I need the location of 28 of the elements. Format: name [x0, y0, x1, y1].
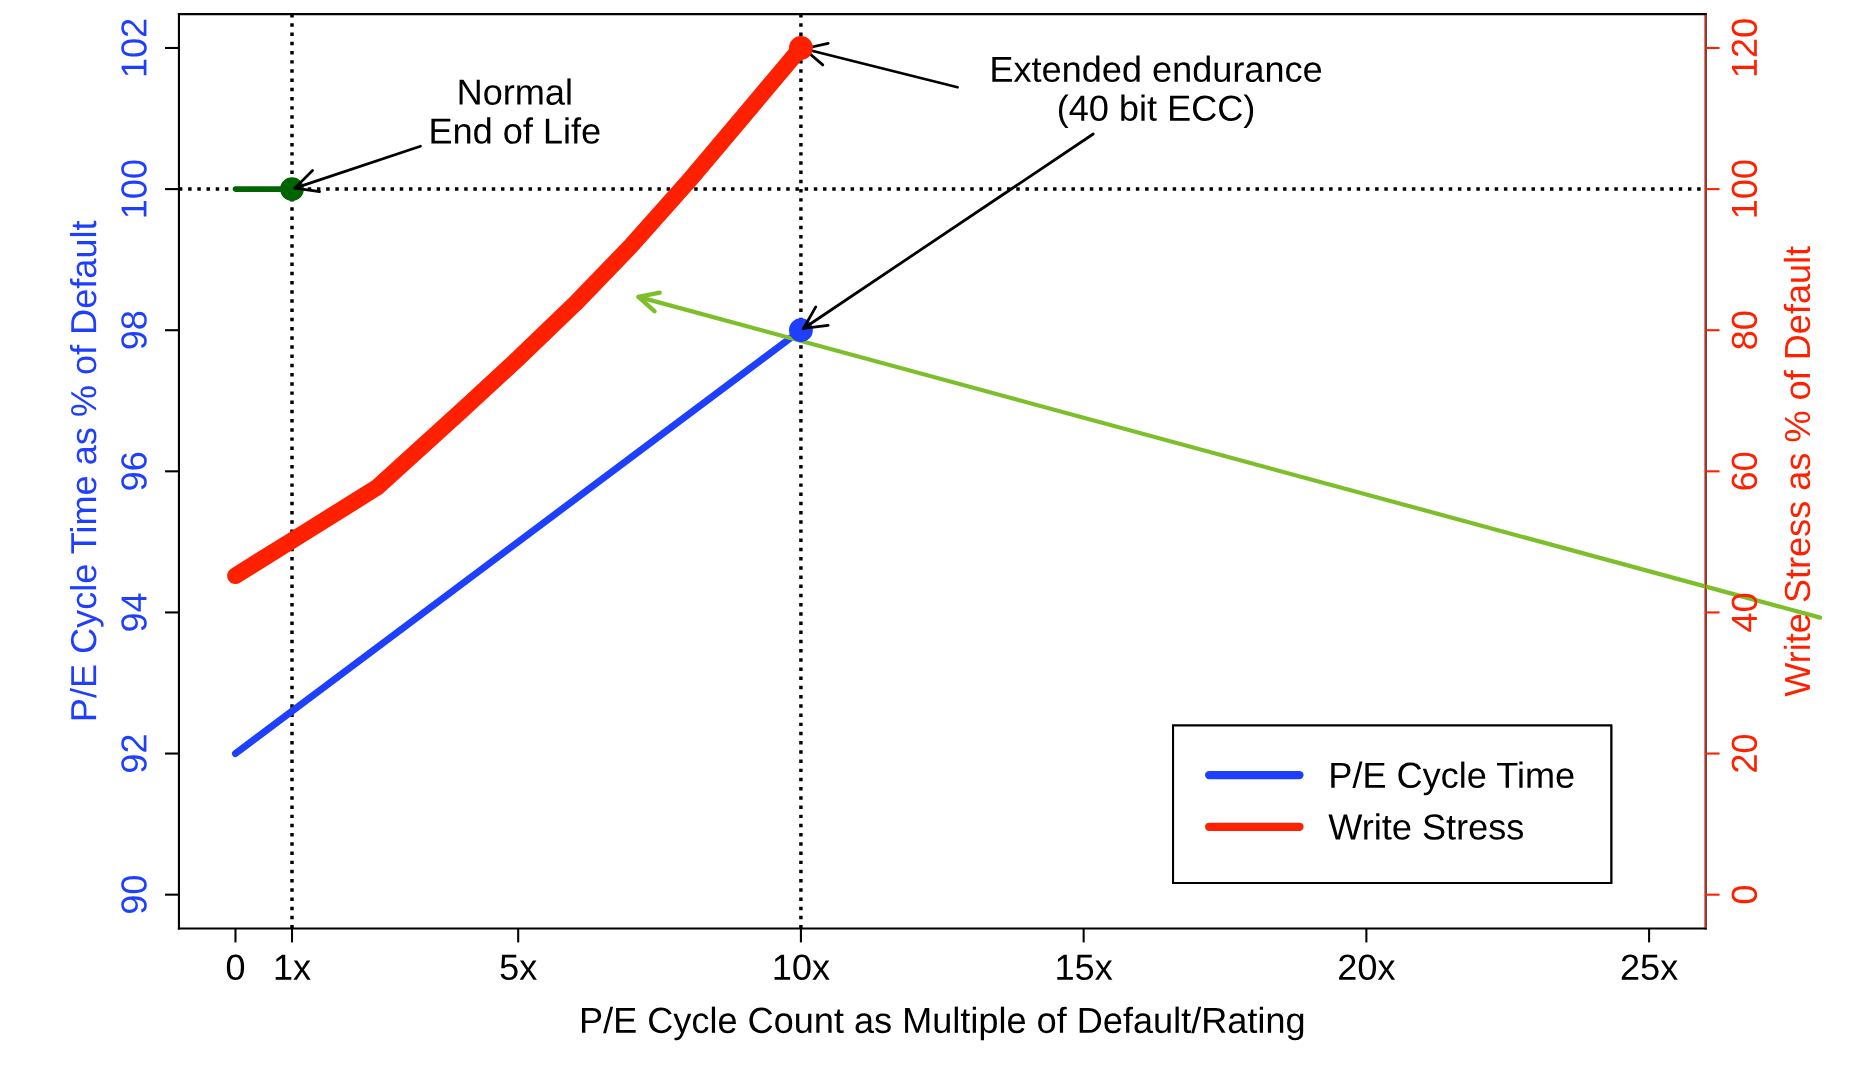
- x-tick-label: 5x: [500, 954, 537, 981]
- y-tick-label: 94: [121, 593, 147, 631]
- y-axis-title: P/E Cycle Time as % of Default: [69, 220, 104, 720]
- legend-label: Write Stress: [1328, 813, 1524, 840]
- y-tick-label: 92: [121, 735, 147, 772]
- y2-tick-label: 0: [1731, 886, 1758, 904]
- y2-tick-label: 60: [1731, 452, 1758, 490]
- y-tick-label: 100: [121, 160, 147, 217]
- x-tick-label: 10x: [774, 954, 830, 981]
- y2-tick-label: 40: [1731, 593, 1758, 632]
- x-tick-label: 25x: [1621, 954, 1678, 981]
- annotation: Extended endurance (40 bit ECC): [992, 55, 1322, 129]
- y2-axis-title: Write Stress as % of Default: [1783, 246, 1811, 697]
- y-tick-label: 90: [121, 875, 147, 914]
- y-tick-label: 102: [121, 19, 147, 76]
- annotation: Normal End of Life: [431, 78, 600, 144]
- y2-tick-label: 80: [1731, 311, 1758, 349]
- y-tick-label: 98: [121, 311, 147, 349]
- x-tick-label: 0: [226, 954, 245, 981]
- legend-label: P/E Cycle Time: [1331, 761, 1574, 796]
- y2-tick-label: 20: [1731, 734, 1758, 772]
- y2-tick-label: 100: [1731, 160, 1758, 217]
- x-tick-label: 20x: [1339, 954, 1396, 981]
- x-axis-title: P/E Cycle Count as Multiple of Default/Rating: [581, 1006, 1304, 1041]
- y2-tick-label: 120: [1731, 19, 1758, 76]
- x-tick-label: 1x: [275, 954, 311, 980]
- x-tick-label: 15x: [1057, 954, 1113, 981]
- y-tick-label: 96: [121, 452, 147, 490]
